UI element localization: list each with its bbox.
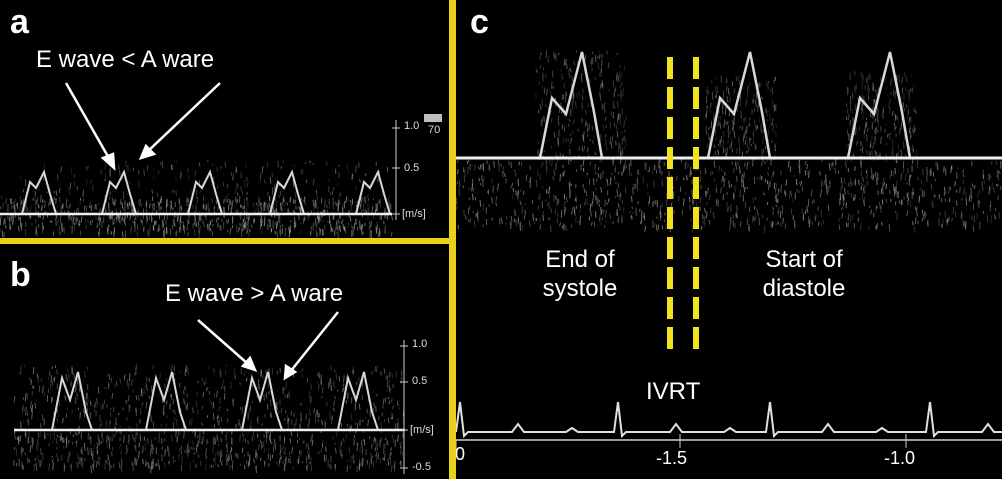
doppler-trace-b xyxy=(13,311,408,474)
scale-label-0-5-b: 0.5 xyxy=(412,375,428,387)
label-start-of-diastole-line1: Start of xyxy=(765,246,843,273)
label-start-of-diastole: Start of diastole xyxy=(748,246,860,304)
panel-letter-a: a xyxy=(10,3,29,41)
scale-label-unit-a: [m/s] xyxy=(402,208,426,220)
label-end-of-systole: End of systole xyxy=(530,246,630,304)
axis-label-neg-1-0: -1.0 xyxy=(884,448,916,468)
axis-label-neg-1-5: -1.5 xyxy=(656,448,688,468)
scale-label-neg-0-5-b: -0.5 xyxy=(412,461,431,473)
label-end-of-systole-line2: systole xyxy=(542,274,618,302)
arrow-a-wave-a xyxy=(138,82,221,160)
annotation-a: E wave < A ware xyxy=(36,46,215,73)
scale-label-0-5-a: 0.5 xyxy=(404,162,420,174)
panel-c: c End of systole Start of diastole IVRT … xyxy=(456,0,1002,479)
scale-label-70-a: 70 xyxy=(428,124,441,136)
scale-label-1-0-b: 1.0 xyxy=(412,338,428,350)
doppler-trace-c xyxy=(456,50,1002,450)
ecg-trace xyxy=(456,401,1002,439)
horizontal-separator xyxy=(0,238,449,244)
axis-label-0: 0 xyxy=(456,444,466,464)
panel-b: b E wave > A ware 1.0 0.5 [m/s] -0.5 xyxy=(0,244,449,479)
arrow-e-wave-a xyxy=(64,82,116,172)
marker-box-a xyxy=(424,114,442,122)
arrow-a-wave-b xyxy=(283,311,339,381)
panel-letter-b: b xyxy=(10,256,31,294)
arrow-e-wave-b xyxy=(197,319,258,373)
doppler-trace-a xyxy=(0,82,442,238)
scale-label-unit-b: [m/s] xyxy=(410,424,434,436)
label-ivrt: IVRT xyxy=(646,378,701,405)
panel-a: a E wave < A ware 1.0 70 0.5 [m/s] xyxy=(0,0,449,238)
panel-letter-c: c xyxy=(470,3,489,41)
annotation-b: E wave > A ware xyxy=(165,280,344,307)
label-start-of-diastole-line2: diastole xyxy=(762,274,846,302)
scale-label-1-0-a: 1.0 xyxy=(404,120,420,132)
label-end-of-systole-line1: End of xyxy=(545,246,615,273)
vertical-separator xyxy=(449,0,456,479)
